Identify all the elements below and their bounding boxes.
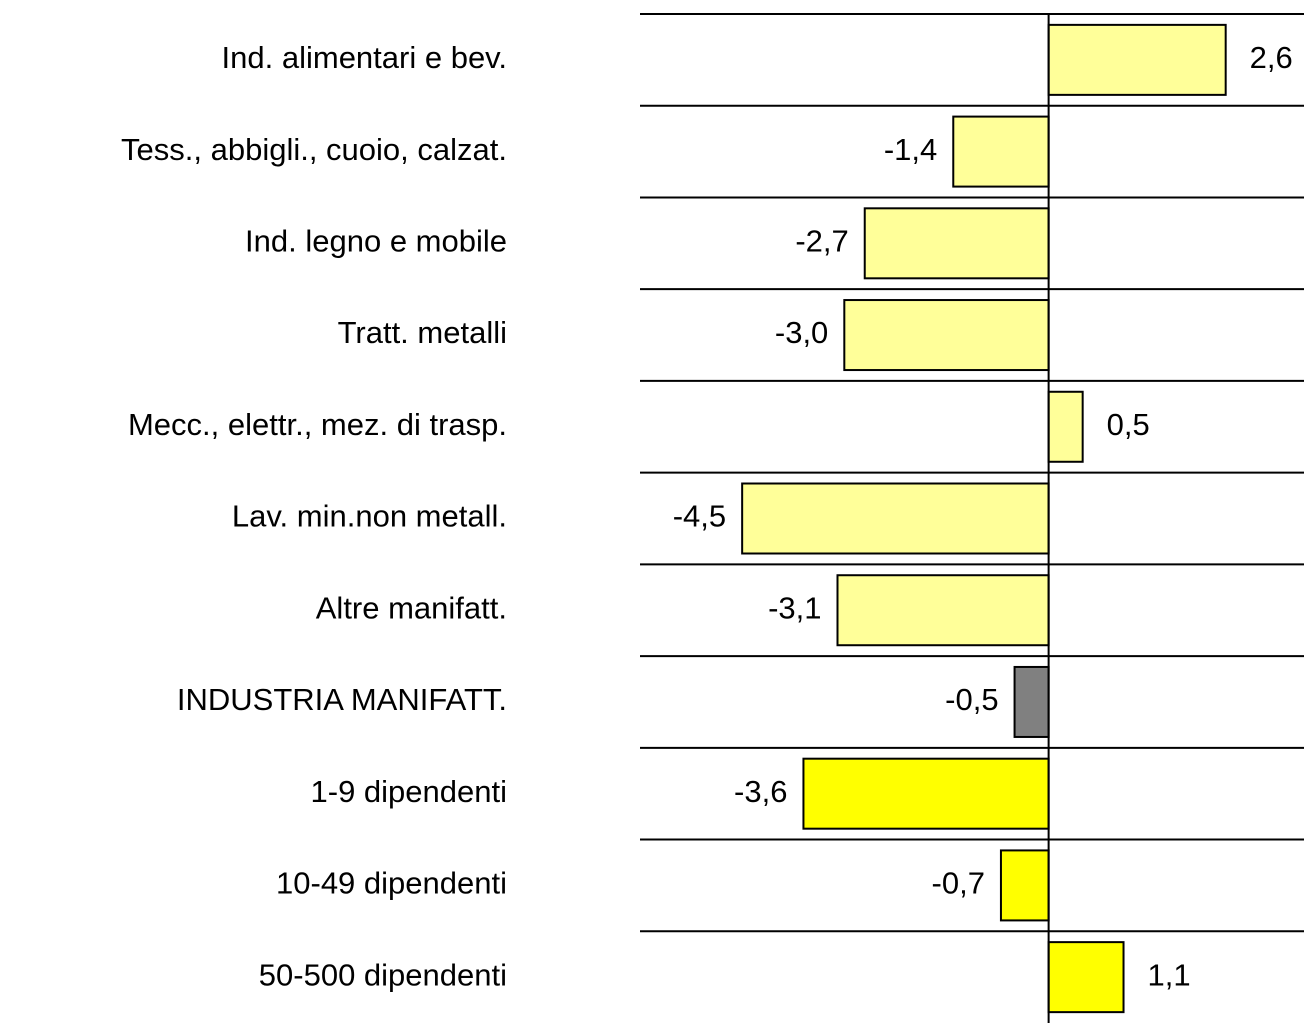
bar: [843, 299, 1050, 372]
category-label: 1-9 dipendenti: [311, 774, 508, 809]
value-label: -4,5: [673, 499, 726, 534]
value-label: 2,6: [1250, 40, 1293, 75]
category-label: 10-49 dipendenti: [276, 866, 507, 901]
value-label: -2,7: [795, 224, 848, 259]
value-label: 1,1: [1148, 957, 1191, 992]
category-label: Ind. alimentari e bev.: [222, 40, 507, 75]
bar: [1047, 390, 1084, 463]
category-label: 50-500 dipendenti: [259, 957, 507, 992]
bar: [836, 574, 1050, 647]
value-label: -3,6: [734, 774, 787, 809]
value-label: -0,7: [932, 866, 985, 901]
category-label: Tratt. metalli: [338, 315, 507, 350]
value-label: -3,0: [775, 315, 828, 350]
bar: [952, 115, 1050, 188]
bar: [741, 482, 1050, 555]
bar: [999, 849, 1050, 922]
bar: [1047, 941, 1125, 1014]
category-label: Tess., abbigli., cuoio, calzat.: [121, 132, 507, 167]
category-label: INDUSTRIA MANIFATT.: [177, 682, 507, 717]
category-label: Mecc., elettr., mez. di trasp.: [128, 407, 507, 442]
category-label: Altre manifatt.: [316, 590, 507, 625]
bar: [1047, 23, 1227, 96]
category-label: Ind. legno e mobile: [245, 224, 507, 259]
value-label: 0,5: [1107, 407, 1150, 442]
category-label: Lav. min.non metall.: [232, 499, 507, 534]
value-label: -0,5: [945, 682, 998, 717]
bar: [863, 207, 1050, 280]
bar: [802, 757, 1050, 830]
value-label: -1,4: [884, 132, 937, 167]
value-label: -3,1: [768, 590, 821, 625]
bar: [1013, 665, 1050, 738]
